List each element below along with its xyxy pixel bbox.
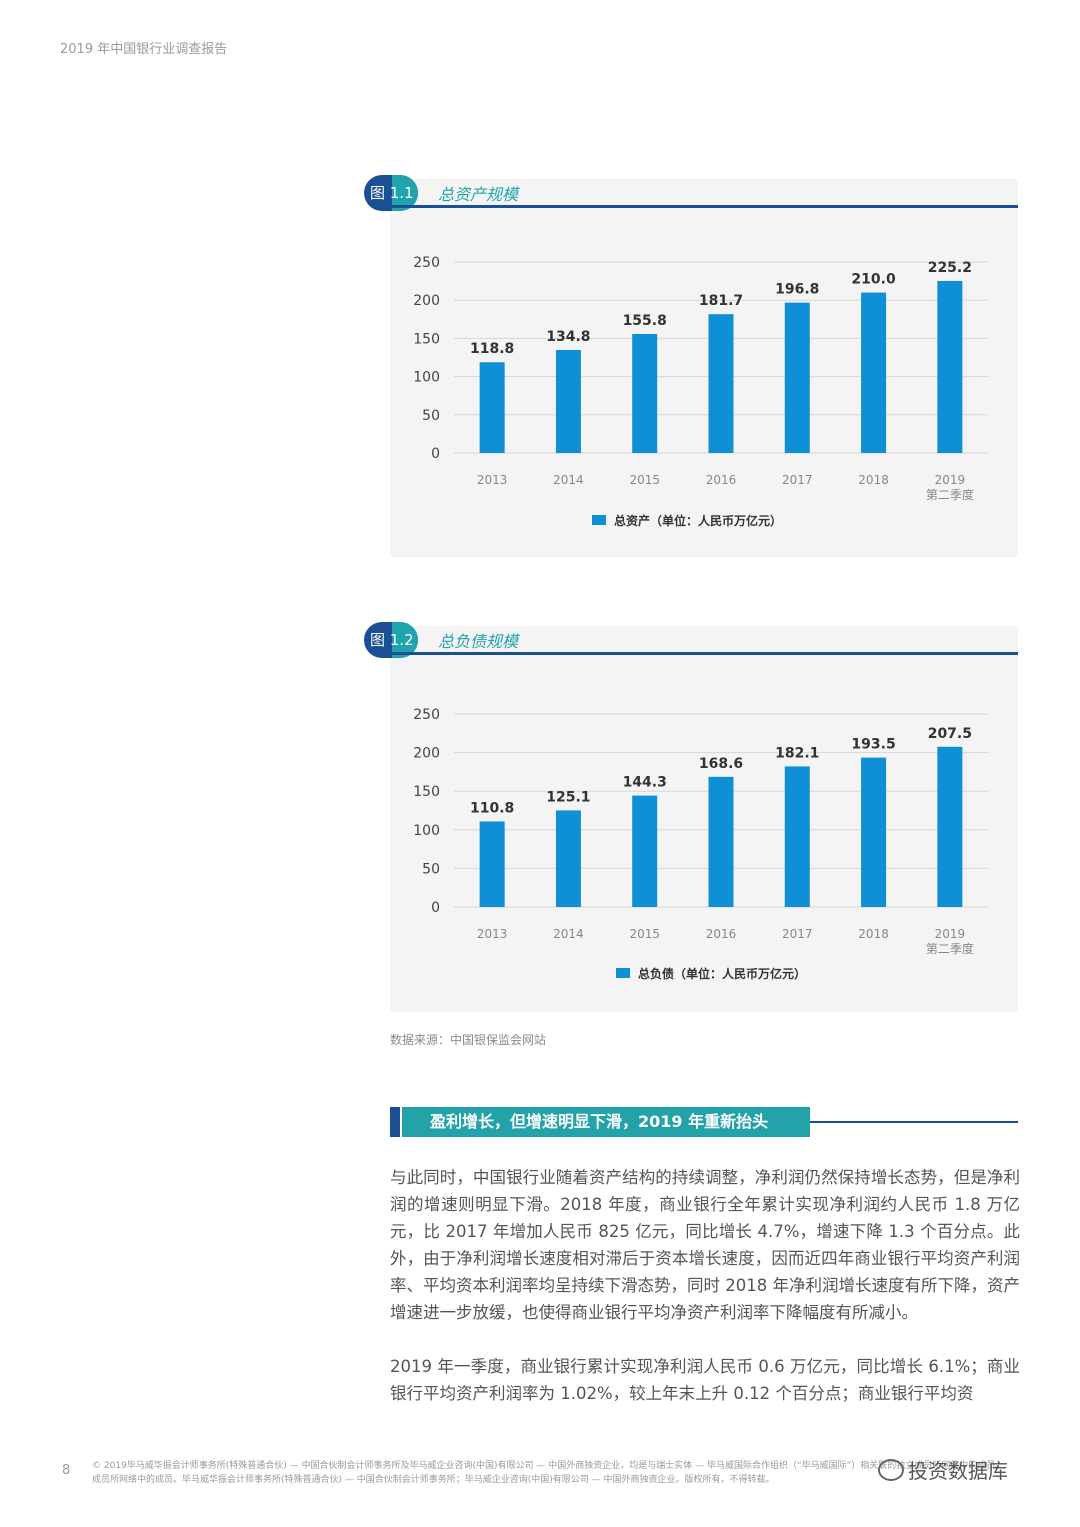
figure-header: 图 1.1 总资产规模 xyxy=(364,175,1018,215)
x-tick-label: 2014 xyxy=(553,473,584,487)
bar xyxy=(861,292,887,453)
legend-swatch xyxy=(616,968,630,978)
legend-label: 总负债（单位：人民币万亿元） xyxy=(638,966,806,981)
x-tick-label: 2017 xyxy=(782,473,813,487)
bar xyxy=(632,795,658,907)
bar xyxy=(708,776,734,907)
bar-chart-total-assets: 0 50 100 150 200 250 118.8 2013 134.8 2014 155.8 20… xyxy=(413,255,988,528)
section-heading: 盈利增长，但增速明显下滑，2019 年重新抬头 xyxy=(390,1107,1018,1137)
x-tick-label: 2018 xyxy=(858,473,889,487)
data-label: 181.7 xyxy=(699,293,743,309)
x-tick-label: 2016 xyxy=(706,927,737,941)
body-paragraph-2: 2019 年一季度，商业银行累计实现净利润人民币 0.6 万亿元，同比增长 6.… xyxy=(390,1357,1020,1403)
section-title: 盈利增长，但增速明显下滑，2019 年重新抬头 xyxy=(402,1107,810,1137)
y-tick-label: 50 xyxy=(422,408,440,424)
figure-rule xyxy=(390,205,1018,208)
bar xyxy=(632,333,658,453)
footer-line-1: © 2019毕马威华振会计师事务所(特殊普通合伙) — 中国合伙制会计师事务所及… xyxy=(92,1461,1005,1471)
y-tick-label: 50 xyxy=(422,861,440,877)
figure-total-liabilities: 图 1.2 总负债规模 0 50 100 150 200 250 110.8 2013 125.… xyxy=(364,622,1018,1012)
y-tick-label: 0 xyxy=(431,446,440,462)
bar xyxy=(937,746,963,907)
watermark: 投资数据库 xyxy=(878,1455,1008,1484)
y-tick-label: 250 xyxy=(413,255,440,271)
y-tick-label: 150 xyxy=(413,331,440,347)
x-tick-label: 2015 xyxy=(629,473,660,487)
data-source: 数据来源：中国银保监会网站 xyxy=(390,1033,547,1047)
page-number: 8 xyxy=(62,1463,71,1478)
legend-label: 总资产（单位：人民币万亿元） xyxy=(614,513,782,528)
y-tick-label: 200 xyxy=(413,746,440,762)
data-label: 193.5 xyxy=(851,737,895,753)
y-tick-label: 100 xyxy=(413,370,440,386)
bar xyxy=(479,821,505,907)
watermark-text: 投资数据库 xyxy=(908,1459,1008,1483)
figure-header: 图 1.2 总负债规模 xyxy=(364,622,1018,662)
x-tick-label: 2015 xyxy=(629,927,660,941)
figure-title: 总资产规模 xyxy=(438,185,519,204)
wechat-icon xyxy=(878,1459,904,1481)
page-footer: 8 © 2019毕马威华振会计师事务所(特殊普通合伙) — 中国合伙制会计师事务… xyxy=(0,1455,1080,1515)
y-tick-label: 100 xyxy=(413,823,440,839)
x-tick-label: 第二季度 xyxy=(926,487,974,502)
data-label: 182.1 xyxy=(775,745,819,761)
data-label: 134.8 xyxy=(546,329,590,345)
data-label: 110.8 xyxy=(470,800,514,816)
data-label: 210.0 xyxy=(851,272,896,288)
x-tick-label: 2014 xyxy=(553,927,584,941)
data-label: 207.5 xyxy=(928,726,972,742)
bar xyxy=(479,362,505,453)
bar xyxy=(937,280,963,453)
x-tick-label: 2018 xyxy=(858,927,889,941)
footer-copyright: © 2019毕马威华振会计师事务所(特殊普通合伙) — 中国合伙制会计师事务所及… xyxy=(92,1459,1022,1487)
bar-chart-total-liabilities: 0 50 100 150 200 250 110.8 2013 125.1 2014 144.3 20… xyxy=(413,707,988,981)
data-label: 168.6 xyxy=(699,756,743,772)
legend-swatch xyxy=(592,515,606,525)
bar xyxy=(861,757,887,907)
data-label: 144.3 xyxy=(623,775,667,791)
figure-title: 总负债规模 xyxy=(438,632,519,651)
bar xyxy=(708,314,734,453)
x-tick-label: 2017 xyxy=(782,927,813,941)
y-tick-label: 250 xyxy=(413,707,440,723)
data-label: 118.8 xyxy=(470,341,514,357)
bar xyxy=(555,350,581,453)
figure-rule xyxy=(390,652,1018,655)
x-tick-label: 2019 xyxy=(935,927,966,941)
x-tick-label: 2013 xyxy=(477,473,508,487)
figure-badge: 图 1.1 xyxy=(364,175,418,211)
bar xyxy=(784,302,810,453)
x-tick-label: 2019 xyxy=(935,473,966,487)
x-tick-label: 2016 xyxy=(706,473,737,487)
body-paragraph-1: 与此同时，中国银行业随着资产结构的持续调整，净利润仍然保持增长态势，但是净利润的… xyxy=(390,1168,1020,1322)
x-tick-label: 第二季度 xyxy=(926,941,974,956)
y-tick-label: 0 xyxy=(431,900,440,916)
y-tick-label: 150 xyxy=(413,784,440,800)
data-label: 155.8 xyxy=(623,313,667,329)
data-label: 196.8 xyxy=(775,282,819,298)
section-accent-bar xyxy=(390,1107,400,1137)
section-rule xyxy=(810,1121,1018,1123)
data-label: 125.1 xyxy=(546,789,590,805)
x-tick-label: 2013 xyxy=(477,927,508,941)
running-head: 2019 年中国银行业调查报告 xyxy=(60,42,228,57)
data-label: 225.2 xyxy=(928,260,972,276)
y-tick-label: 200 xyxy=(413,293,440,309)
figure-total-assets: 图 1.1 总资产规模 0 50 100 150 200 250 118.8 2013 134.… xyxy=(364,175,1018,557)
footer-line-2: 成员所网络中的成员。毕马威华振会计师事务所(特殊普通合伙) — 中国合伙制会计师… xyxy=(92,1475,775,1485)
bar xyxy=(555,810,581,907)
bar xyxy=(784,766,810,907)
